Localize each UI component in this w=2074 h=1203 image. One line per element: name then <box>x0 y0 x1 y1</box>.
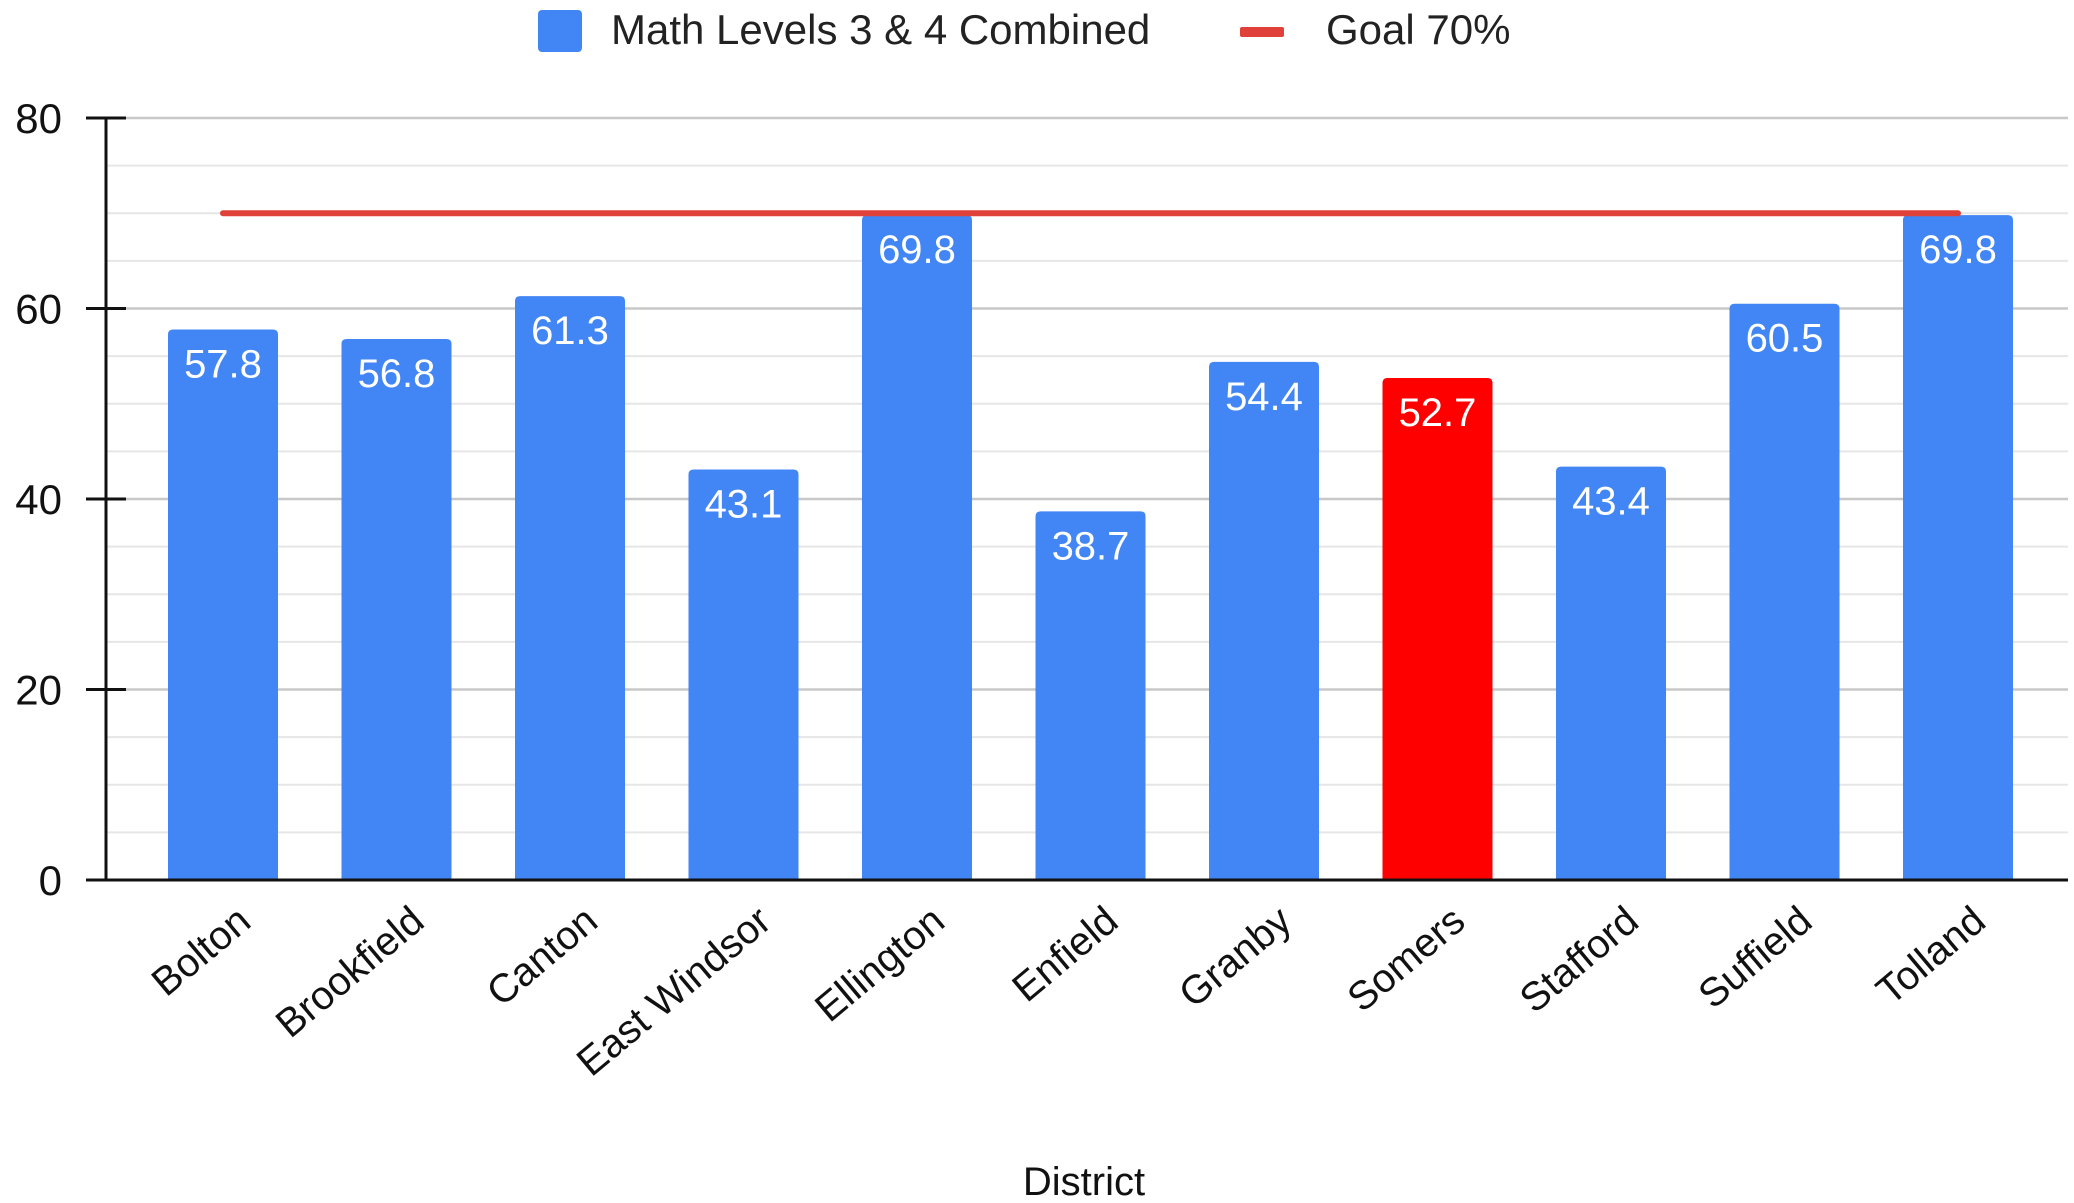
legend-swatch-bars <box>538 10 582 52</box>
bar-value-label: 57.8 <box>184 342 262 386</box>
legend-label-bars: Math Levels 3 & 4 Combined <box>611 6 1150 53</box>
bar-value-label: 43.4 <box>1572 480 1650 524</box>
x-tick-label: Brookfield <box>268 898 433 1046</box>
bar-canton <box>515 296 625 880</box>
y-tick-label: 20 <box>15 667 62 714</box>
x-tick-label: Stafford <box>1512 898 1647 1021</box>
x-axis-title: District <box>1023 1160 1145 1203</box>
bar-value-label: 43.1 <box>705 482 783 526</box>
y-tick-label: 60 <box>15 286 62 333</box>
bar-suffield <box>1729 303 1840 880</box>
x-tick-label: Suffield <box>1690 898 1820 1017</box>
y-tick-label: 80 <box>15 95 62 142</box>
bar-value-label: 69.8 <box>1919 228 1997 272</box>
bar-value-label: 56.8 <box>358 352 436 396</box>
bar-tolland <box>1903 215 2013 880</box>
bar-ellington <box>862 215 972 880</box>
bar-stafford <box>1556 466 1666 880</box>
legend-swatch-goal <box>1240 27 1284 37</box>
bar-value-label: 52.7 <box>1399 391 1477 435</box>
bar-east-windsor <box>688 469 799 880</box>
bar-enfield <box>1035 511 1146 880</box>
x-tick-label: Somers <box>1339 898 1473 1020</box>
y-tick-label: 0 <box>39 857 62 904</box>
bar-bolton <box>168 329 278 881</box>
x-tick-label: Enfield <box>1004 898 1126 1010</box>
x-tick-label: Granby <box>1171 898 1300 1016</box>
legend-label-goal: Goal 70% <box>1326 6 1510 53</box>
legend: Math Levels 3 & 4 Combined Goal 70% <box>538 6 1510 53</box>
y-tick-label: 40 <box>15 476 62 523</box>
bar-granby <box>1209 361 1319 881</box>
x-tick-label: Ellington <box>807 898 953 1030</box>
bars: 57.8 56.8 61.3 43.1 69.8 38.7 54.4 52.7 43.4 60.5… <box>168 215 2013 881</box>
bar-value-label: 61.3 <box>531 309 609 353</box>
bar-value-label: 54.4 <box>1225 375 1303 419</box>
x-tick-label: Tolland <box>1868 898 1993 1013</box>
bar-somers <box>1382 378 1493 880</box>
x-tick-label: Bolton <box>144 898 259 1005</box>
x-tick-label: Canton <box>479 898 606 1015</box>
bar-value-label: 60.5 <box>1746 317 1824 361</box>
bar-brookfield <box>341 338 452 881</box>
bar-value-label: 38.7 <box>1052 524 1130 568</box>
bar-value-label: 69.8 <box>878 228 956 272</box>
